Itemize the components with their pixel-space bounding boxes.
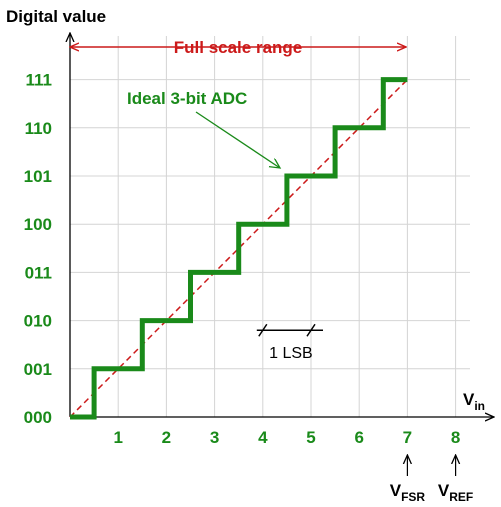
y-tick-label: 101	[24, 167, 52, 186]
x-tick-label: 6	[354, 428, 363, 447]
x-axis-title: Vin	[463, 390, 485, 413]
x-tick-label: 8	[451, 428, 460, 447]
vfsr-label-main: V	[390, 481, 402, 500]
lsb-label: 1 LSB	[269, 345, 313, 362]
vfsr-label-sub: FSR	[401, 490, 425, 504]
x-axis-title-main: V	[463, 390, 475, 409]
ideal-adc-label: Ideal 3-bit ADC	[127, 89, 247, 108]
adc-step-function	[70, 77, 408, 420]
y-tick-label: 001	[24, 360, 52, 379]
x-axis-title-sub: in	[474, 399, 485, 413]
y-tick-label: 000	[24, 408, 52, 427]
y-tick-label: 010	[24, 312, 52, 331]
grid-lines	[70, 36, 470, 417]
lsb-tick-left	[258, 323, 268, 337]
lsb-marker: 1 LSB	[256, 323, 323, 362]
vref-label: VREF	[438, 481, 473, 504]
y-tick-label: 100	[24, 215, 52, 234]
vfsr-label: VFSR	[390, 481, 426, 504]
y-tick-label: 011	[25, 263, 52, 282]
lsb-tick-right	[306, 323, 316, 337]
x-tick-label: 7	[403, 428, 412, 447]
vref-label-main: V	[438, 481, 450, 500]
y-tick-label: 111	[26, 71, 53, 90]
y-tick-label: 110	[25, 119, 52, 138]
x-tick-label: 1	[113, 428, 122, 447]
x-tick-label: 3	[210, 428, 219, 447]
y-axis-title: Digital value	[6, 7, 106, 26]
ideal-adc-pointer-arrow	[195, 111, 280, 168]
x-tick-label: 4	[258, 428, 268, 447]
vref-label-sub: REF	[449, 490, 473, 504]
full-scale-range-label: Full scale range	[174, 38, 303, 57]
x-tick-label: 2	[162, 428, 171, 447]
x-tick-label: 5	[306, 428, 315, 447]
